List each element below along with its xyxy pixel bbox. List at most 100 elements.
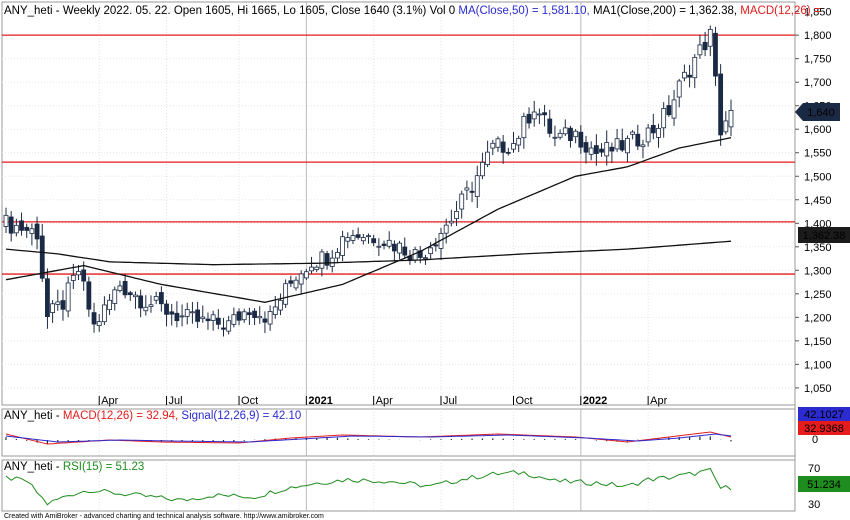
candle-body <box>552 136 558 139</box>
candle-body <box>50 303 56 313</box>
candle-body <box>547 118 553 134</box>
macd-badge-label: 32.9368 <box>804 423 844 435</box>
candle-body <box>423 257 428 260</box>
candle-body <box>148 304 154 307</box>
rsi-header: ANY_heti - RSI(15) = 51.23 <box>4 461 144 473</box>
candle-body <box>474 175 480 197</box>
candle-body <box>138 295 144 309</box>
candle-body <box>697 44 703 56</box>
candle-body <box>630 131 636 135</box>
vertical-gridlines <box>98 2 649 511</box>
candle-body <box>221 327 226 330</box>
y-tick-label: 1,300 <box>804 265 832 277</box>
candle-body <box>246 312 252 316</box>
candle-body <box>303 271 309 279</box>
candle-body <box>96 321 102 327</box>
candle-body <box>485 151 491 165</box>
candle-body <box>542 112 547 116</box>
candle-body <box>39 235 45 279</box>
candle-body <box>179 315 185 318</box>
candle-body <box>500 141 506 153</box>
candle-body <box>692 56 698 79</box>
candle-body <box>335 251 340 259</box>
rsi-tick-30: 30 <box>808 499 820 511</box>
candle-body <box>29 228 35 234</box>
signal-line <box>5 433 732 443</box>
rsi-line <box>5 467 732 506</box>
candle-body <box>257 315 263 319</box>
candle-body <box>13 224 19 234</box>
candle-body <box>117 285 123 292</box>
price-axis-ticks: 1,0501,1001,1501,2001,2501,3001,3501,400… <box>795 7 832 395</box>
signal-badge <box>798 407 850 421</box>
ma200-badge <box>798 227 850 243</box>
candle-body <box>376 245 382 248</box>
candle-body <box>661 108 667 129</box>
y-tick-label: 1,350 <box>804 242 832 254</box>
price-header: ANY_heti - Weekly 2022. 05. 22. Open 160… <box>4 5 821 17</box>
y-tick-label: 1,700 <box>804 77 832 89</box>
candle-body <box>174 312 180 322</box>
candle-body <box>428 247 434 255</box>
candle-body <box>60 300 66 310</box>
candle-body <box>573 130 579 138</box>
candle-body <box>619 140 625 151</box>
candle-body <box>723 120 729 133</box>
y-tick-label: 1,100 <box>804 359 832 371</box>
candle-body <box>650 125 656 134</box>
candle-body <box>588 147 594 155</box>
macd-badge <box>798 421 850 435</box>
candle-body <box>645 127 651 143</box>
candle-body <box>293 279 299 289</box>
candle-body <box>511 143 516 150</box>
macd-zero-tick: 0 <box>812 434 818 446</box>
y-tick-label: 1,600 <box>804 124 832 136</box>
candle-body <box>635 133 641 147</box>
signal-badge-label: 42.1027 <box>804 409 844 421</box>
candle-body <box>215 317 221 325</box>
candle-body <box>127 292 133 296</box>
candle-body <box>164 303 169 315</box>
rsi-badge-label: 51.234 <box>807 479 841 491</box>
candle-body <box>81 269 87 282</box>
candle-body <box>319 251 325 269</box>
candle-body <box>133 294 138 298</box>
candle-body <box>153 296 159 301</box>
candle-body <box>19 220 24 231</box>
candle-body <box>448 220 454 224</box>
candle-body <box>288 280 294 284</box>
candle-body <box>562 127 568 135</box>
x-tick-label: 2022 <box>583 395 607 407</box>
y-tick-label: 1,200 <box>804 312 832 324</box>
candle-body <box>583 142 589 153</box>
candle-body <box>718 73 724 136</box>
candle-body <box>205 318 211 322</box>
candle-body <box>599 148 604 153</box>
footer-credit: Created with AmiBroker - advanced charti… <box>4 513 324 520</box>
candle-body <box>676 80 682 98</box>
y-tick-label: 1,500 <box>804 171 832 183</box>
candle-body <box>713 32 718 77</box>
candle-body <box>91 312 97 325</box>
candle-body <box>707 28 713 47</box>
candle-body <box>112 289 118 304</box>
candle-body <box>262 318 268 323</box>
candle-body <box>614 138 620 150</box>
support-resistance-lines <box>2 34 795 275</box>
x-tick-label: Jul <box>169 395 183 407</box>
candle-body <box>24 226 30 231</box>
candle-body <box>521 115 527 139</box>
x-tick-label: Jul <box>443 395 457 407</box>
candle-body <box>671 99 677 119</box>
candle-body <box>454 211 459 220</box>
candle-body <box>464 187 470 191</box>
ma200-line <box>5 240 732 266</box>
close-price-badge <box>795 103 840 121</box>
x-tick-label: 2021 <box>308 395 332 407</box>
rsi-tick-70: 70 <box>808 463 820 475</box>
candle-body <box>366 235 371 238</box>
candle-body <box>278 299 283 311</box>
ma50-line <box>5 137 732 303</box>
candle-body <box>184 309 190 317</box>
